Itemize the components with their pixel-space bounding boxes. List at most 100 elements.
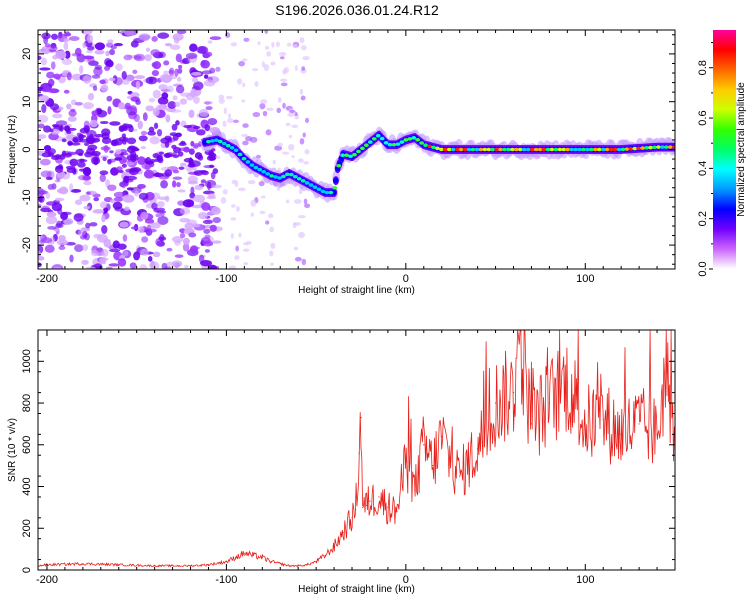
snr-series-line [38,330,675,568]
y-tick-label: -20 [21,237,33,253]
noise-spot [133,55,142,60]
ridge-core [363,143,369,147]
noise-spot [47,226,57,230]
noise-spot [46,71,55,79]
noise-spot [44,43,51,48]
noise-spot [144,218,155,224]
noise-spot [151,36,158,42]
noise-spot [52,124,60,128]
snr-data-point [225,561,228,563]
noise-spot [67,127,77,131]
snr-data-point [360,417,362,419]
noise-spot [109,49,115,56]
ridge-core [257,167,263,172]
ridge-core [616,147,622,152]
noise-spot [73,213,84,222]
noise-spot [184,265,189,269]
noise-spot [224,32,231,39]
noise-spot [292,44,298,49]
noise-spot [152,251,161,258]
noise-spot [171,144,177,149]
snr-data-point [494,402,497,404]
ridge-core [367,140,373,144]
ridge-mid [331,190,337,196]
chart-title: S196.2026.036.01.24.R12 [275,2,439,18]
ridge-core [502,147,507,152]
noise-spot [268,213,274,219]
noise-spot [185,52,198,59]
noise-spot [138,33,151,42]
snr-plot-area [38,330,675,568]
ridge-core [206,139,211,144]
noise-spot [113,138,123,146]
noise-spot [123,250,129,257]
noise-spot [276,107,281,114]
noise-spot [91,110,98,116]
noise-spot [299,138,305,145]
noise-spot [247,180,256,185]
ridge-core [442,147,448,152]
noise-spot [55,50,67,60]
noise-spot [208,150,215,157]
y-tick-label: 400 [21,477,33,495]
noise-spot [193,96,200,104]
noise-spot [152,89,161,99]
noise-spot [282,69,287,75]
noise-spot [156,128,163,137]
ridge-core [435,146,440,151]
noise-spot [157,104,168,110]
noise-spot [49,103,60,111]
ridge-core [288,172,294,177]
noise-spot [121,70,127,80]
ridge-core [573,147,578,152]
noise-spot [240,133,248,137]
noise-spot [66,72,72,81]
noise-spot [223,107,227,115]
ridge-core [482,147,488,152]
noise-spot [145,228,157,233]
noise-spot [278,51,287,57]
noise-spot [79,158,85,162]
noise-spot [135,99,141,105]
noise-spot [100,84,109,92]
noise-spot [188,148,195,155]
noise-spot [63,218,74,225]
noise-spot [38,55,42,60]
noise-spot [177,68,183,74]
noise-spot [230,42,238,47]
ridge-core [249,163,255,167]
noise-spot [218,98,225,104]
noise-spot [130,40,139,48]
colorbar: 0.0 0.2 0.4 0.6 0.8 Normalized spectral ampli… [697,30,747,277]
noise-spot [193,145,199,149]
y-tick-label: -10 [21,189,33,205]
ridge-core [281,174,286,179]
noise-spot [43,144,52,152]
noise-spot [292,222,297,229]
noise-spot [222,120,227,127]
noise-spot [174,254,184,258]
noise-spot [207,117,218,126]
noise-spot [303,161,310,165]
ridge-core [387,142,393,147]
snr-data-point [638,423,640,425]
noise-spot [228,265,237,269]
noise-spot [47,49,57,53]
noise-spot [188,232,197,238]
snr-data-point [566,381,568,383]
noise-spot [169,109,182,113]
noise-spot [44,244,55,253]
snr-data-point [358,452,360,454]
noise-spot [160,180,168,189]
noise-spot [304,203,311,209]
noise-spot [242,82,246,88]
noise-spot [124,30,135,36]
noise-spot [119,152,129,156]
x-axis-label: Height of straight line (km) [298,584,415,595]
snr-data-point [351,517,353,519]
noise-spot [121,163,127,168]
y-tick-label: 1000 [21,349,33,373]
ridge-core [585,147,590,152]
noise-spot [180,140,186,145]
noise-spot [63,38,70,42]
